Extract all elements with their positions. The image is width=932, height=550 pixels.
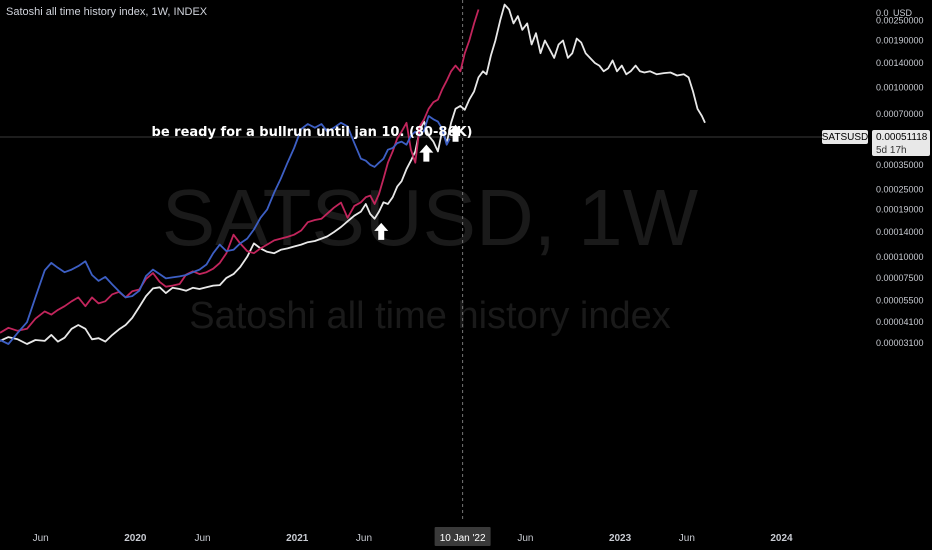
y-tick-label: 0.00019000 <box>876 205 924 215</box>
white-series-line <box>0 3 706 345</box>
symbol-badge: SATSUSD <box>822 129 869 144</box>
watermark-symbol: SATSUSD, 1W <box>162 173 699 262</box>
x-tick-label: Jun <box>517 533 533 544</box>
bar-countdown: 5d 17h <box>876 145 907 156</box>
blue-series-line <box>0 115 451 345</box>
y-tick-label: 0.00035000 <box>876 160 924 170</box>
cursor-date-badge: 10 Jan '22 <box>434 527 491 546</box>
y-tick-label: 0.00014000 <box>876 227 924 237</box>
y-tick-label: 0.00190000 <box>876 36 924 46</box>
annotation-text: be ready for a bullrun until jan 10. (80… <box>152 125 473 140</box>
up-arrow-icon <box>419 144 434 162</box>
arrow-layer <box>374 124 463 240</box>
y-tick-label: 0.00025000 <box>876 184 924 194</box>
current-price-badge: 0.00051118 5d 17h <box>872 129 930 156</box>
price-scale[interactable]: 0.0 USD 0.00250000 0.00190000 0.00140000 0.… <box>876 8 924 348</box>
y-tick-label: 0.00003100 <box>876 338 924 348</box>
x-tick-label: Jun <box>195 533 211 544</box>
chart-title: Satoshi all time history index, 1W, INDE… <box>6 6 208 18</box>
y-tick-label: 0.00005500 <box>876 296 924 306</box>
watermark: SATSUSD, 1W Satoshi all time history ind… <box>162 173 699 337</box>
x-tick-label: 2024 <box>770 533 793 544</box>
price-scale-top-label: 0.0 <box>876 8 889 18</box>
y-tick-label: 0.00004100 <box>876 317 924 327</box>
y-tick-label: 0.00100000 <box>876 83 924 93</box>
x-tick-label: Jun <box>679 533 695 544</box>
cursor-date-label: 10 Jan '22 <box>440 533 486 544</box>
x-tick-label: 2021 <box>286 533 309 544</box>
crimson-series-line <box>0 9 480 334</box>
up-arrow-icon <box>374 222 389 240</box>
up-arrow-icon <box>448 124 463 142</box>
x-tick-label: Jun <box>356 533 372 544</box>
series-layer <box>0 3 706 345</box>
current-price-value: 0.00051118 <box>876 132 928 143</box>
x-tick-label: Jun <box>33 533 49 544</box>
y-tick-label: 0.00007500 <box>876 273 924 283</box>
x-tick-label: 2020 <box>124 533 147 544</box>
y-tick-label: 0.00140000 <box>876 58 924 68</box>
y-tick-label: 0.00070000 <box>876 109 924 119</box>
symbol-badge-label: SATSUSD <box>822 132 869 143</box>
y-tick-label: 0.00250000 <box>876 15 924 25</box>
currency-label: USD <box>893 8 913 18</box>
time-scale[interactable]: Jun 2020 Jun 2021 Jun Jun 2023 Jun 2024 <box>33 533 793 544</box>
x-tick-label: 2023 <box>609 533 632 544</box>
watermark-description: Satoshi all time history index <box>189 295 671 337</box>
y-tick-label: 0.00010000 <box>876 252 924 262</box>
